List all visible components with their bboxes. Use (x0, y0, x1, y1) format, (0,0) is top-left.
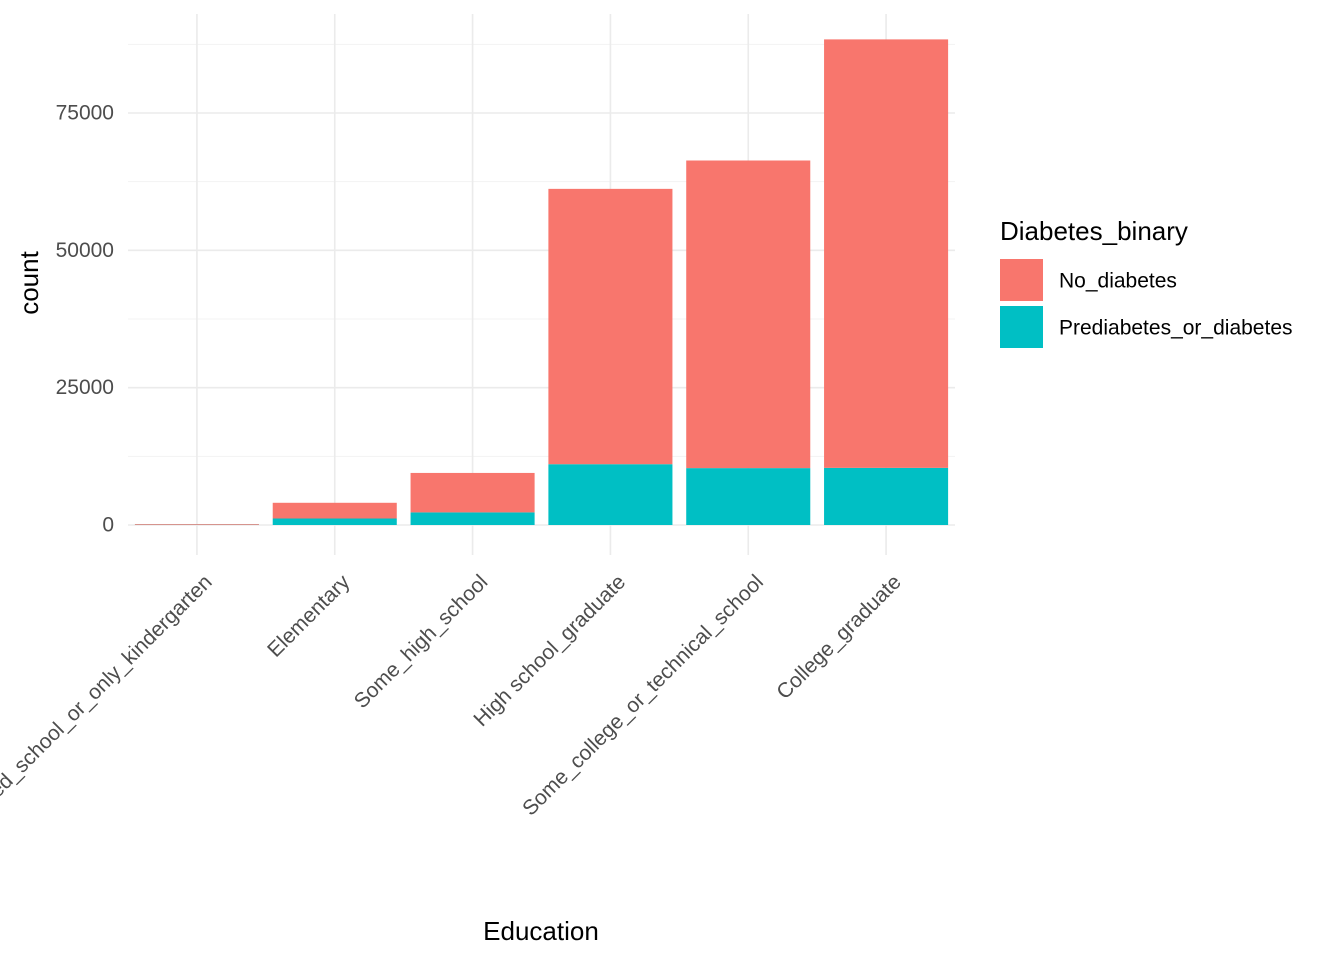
x-tick-label: College_graduate (772, 570, 905, 703)
x-axis-tick-labels: Never_attended_school_or_only_kindergart… (0, 570, 906, 891)
bar-segment-no-diabetes (824, 39, 948, 467)
bar-segment-no-diabetes (273, 503, 397, 519)
x-axis-title: Education (483, 916, 599, 946)
legend-label: Prediabetes_or_diabetes (1059, 317, 1293, 340)
bar-segment-no-diabetes (686, 160, 810, 468)
bar-segment-no-diabetes (411, 473, 535, 512)
legend-title: Diabetes_binary (1000, 216, 1188, 246)
bar-segment-prediabetes-or-diabetes (824, 468, 948, 525)
y-tick-label: 0 (102, 514, 114, 537)
x-tick-label: High school_graduate (469, 570, 630, 731)
x-tick-label: Elementary (263, 570, 355, 662)
bar-segment-prediabetes-or-diabetes (548, 464, 672, 525)
x-tick-label: Some_high_school (350, 570, 493, 713)
legend-key (1000, 306, 1043, 348)
x-tick-label: Never_attended_school_or_only_kindergart… (0, 570, 217, 891)
y-tick-label: 75000 (56, 102, 114, 125)
bar-segment-prediabetes-or-diabetes (686, 468, 810, 525)
bar-segment-prediabetes-or-diabetes (411, 512, 535, 525)
bar-segment-no-diabetes (548, 189, 672, 464)
y-tick-label: 25000 (56, 376, 114, 399)
legend-label: No_diabetes (1059, 270, 1177, 293)
bar-segment-no-diabetes (135, 524, 259, 525)
y-tick-label: 50000 (56, 239, 114, 262)
x-tick-label: Some_college_or_technical_school (518, 570, 768, 820)
legend: Diabetes_binary No_diabetes Prediabetes_o… (1000, 216, 1293, 348)
y-axis-title: count (14, 250, 44, 314)
legend-items: No_diabetes Prediabetes_or_diabetes (1000, 259, 1293, 348)
legend-key (1000, 259, 1043, 301)
y-axis-tick-labels: 0 25000 50000 75000 (56, 102, 114, 537)
bar-segment-prediabetes-or-diabetes (273, 519, 397, 525)
